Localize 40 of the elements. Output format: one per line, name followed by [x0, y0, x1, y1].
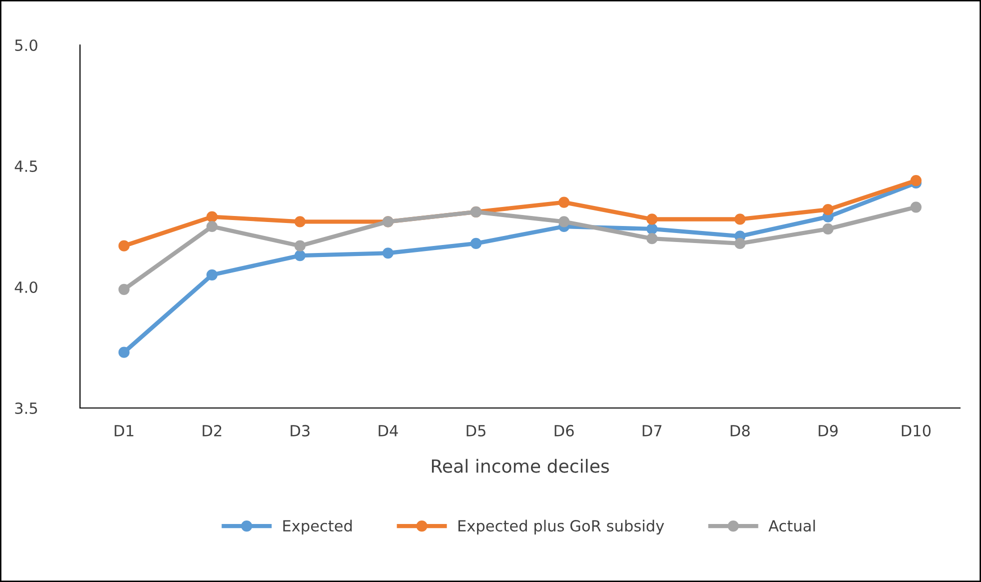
- x-tick-label: D6: [554, 424, 574, 436]
- x-tick-label: D10: [902, 424, 931, 436]
- point: [558, 216, 570, 228]
- point: [910, 202, 922, 213]
- point: [206, 211, 218, 222]
- point: [646, 233, 658, 244]
- point: [206, 269, 218, 280]
- y-tick-label: 3.5: [15, 402, 37, 414]
- x-tick-label: D7: [642, 425, 662, 436]
- point: [470, 238, 482, 249]
- point: [206, 220, 218, 232]
- x-tick-label: D3: [290, 424, 310, 436]
- point: [118, 284, 130, 295]
- y-tick-label: 5.0: [15, 39, 38, 52]
- point: [118, 346, 130, 358]
- legend-label: Expected plus GoR subsidy: [458, 520, 664, 535]
- legend-label: Expected: [283, 520, 352, 535]
- point: [822, 204, 834, 216]
- point: [294, 216, 306, 228]
- point: [910, 174, 922, 186]
- point: [118, 240, 130, 252]
- point: [558, 196, 570, 208]
- y-tick-label: 4.5: [14, 160, 37, 172]
- point: [822, 223, 834, 234]
- x-tick-label: D9: [818, 424, 838, 436]
- y-tick-label: 4.0: [14, 281, 38, 294]
- point: [734, 214, 746, 225]
- x-tick-label: D5: [466, 425, 486, 436]
- x-tick-label: D2: [202, 424, 222, 436]
- point: [646, 223, 658, 234]
- point: [294, 240, 306, 252]
- point: [382, 248, 394, 259]
- x-tick-label: D4: [378, 425, 398, 436]
- point: [734, 238, 746, 249]
- x-tick-label: D1: [114, 425, 134, 436]
- legend-label: Actual: [768, 520, 815, 532]
- x-tick-label: D8: [730, 424, 750, 436]
- point: [646, 214, 658, 225]
- point: [294, 250, 306, 262]
- x-axis-title: Real income deciles: [432, 458, 609, 473]
